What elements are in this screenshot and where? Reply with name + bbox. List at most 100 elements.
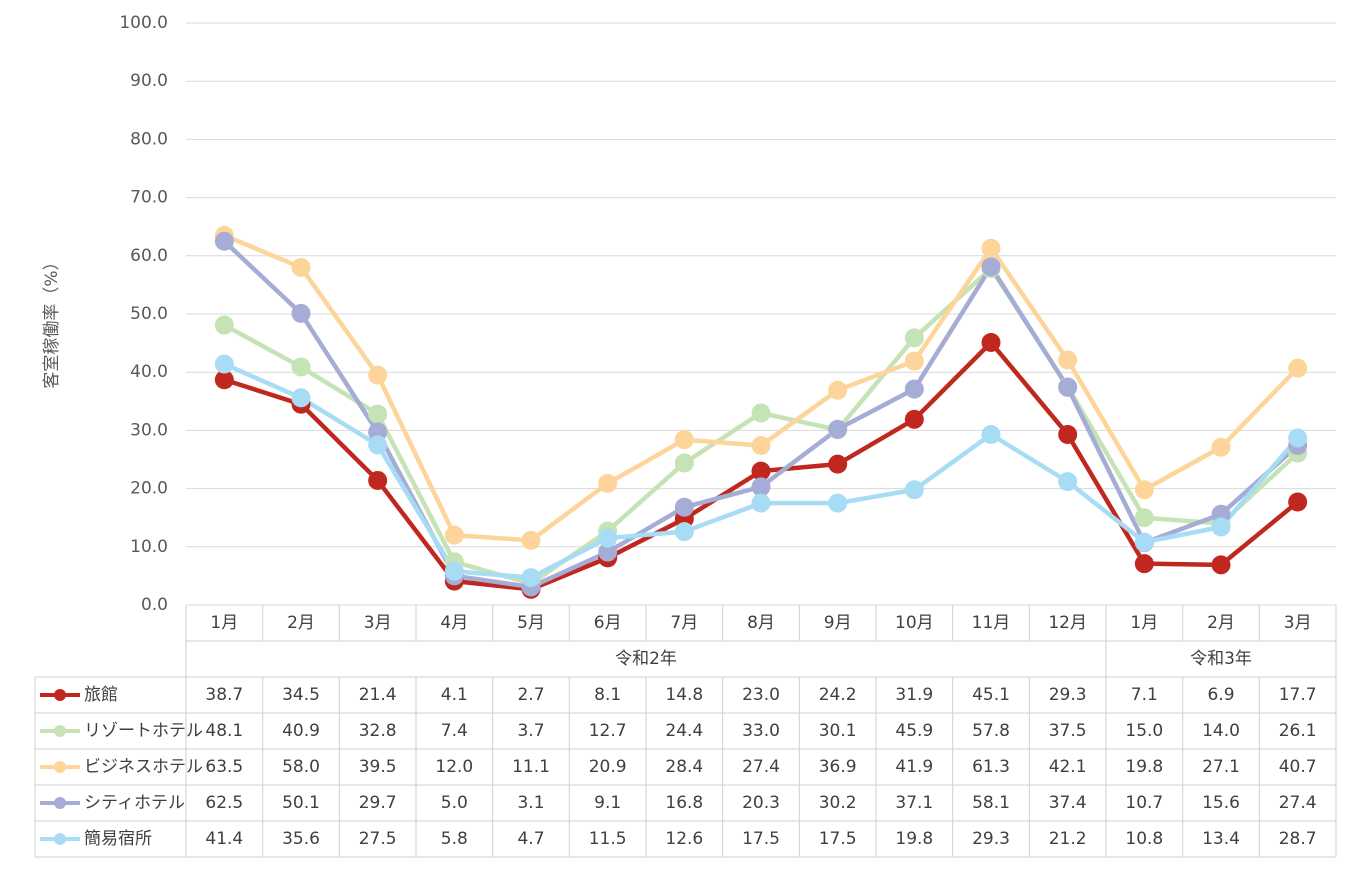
y-tick-label: 100.0 [119,13,168,33]
data-label: 35.6 [282,829,320,849]
data-label: 20.3 [742,793,780,813]
data-label: 12.0 [435,757,473,777]
data-label: 31.9 [895,685,933,705]
y-tick-label: 70.0 [130,188,168,208]
legend-marker [54,761,66,773]
category-label: 10月 [895,613,934,633]
data-label: 6.9 [1207,685,1234,705]
data-label: 32.8 [359,721,397,741]
category-label: 5月 [517,613,545,633]
data-label: 30.2 [819,793,857,813]
data-label: 10.8 [1125,829,1163,849]
y-axis: 0.0 10.0 20.0 30.0 40.0 50.0 60.0 70.0 80.0 90.0 1… [119,13,168,615]
series-point [1134,508,1154,528]
legend-marker [54,689,66,701]
data-label: 39.5 [359,757,397,777]
y-tick-label: 60.0 [130,246,168,266]
series-point [904,351,924,371]
data-label: 37.1 [895,793,933,813]
series-point [674,522,694,542]
series-point [1134,554,1154,574]
category-label: 2月 [287,613,315,633]
data-label: 17.5 [819,829,857,849]
y-tick-label: 80.0 [130,129,168,149]
series-point [368,435,388,455]
y-axis-label: 客室稼働率（%） [42,253,62,388]
series-point [291,388,311,408]
series-point [214,354,234,374]
data-label: 3.7 [517,721,544,741]
data-label: 8.1 [594,685,621,705]
group-label: 令和3年 [1190,649,1252,669]
data-label: 29.7 [359,793,397,813]
series-point [981,238,1001,258]
series-point [1058,472,1078,492]
series-point [981,424,1001,444]
data-label: 19.8 [1125,757,1163,777]
legend-label: シティホテル [84,793,185,813]
data-label: 40.7 [1279,757,1317,777]
data-label: 33.0 [742,721,780,741]
data-label: 27.1 [1202,757,1240,777]
data-label: 7.4 [441,721,468,741]
data-label: 17.7 [1279,685,1317,705]
data-label: 2.7 [517,685,544,705]
data-label: 29.3 [1049,685,1087,705]
data-label: 38.7 [205,685,243,705]
series-point [1288,358,1308,378]
series-point [828,380,848,400]
series-point [444,525,464,545]
series-point [904,328,924,348]
series-point [1288,492,1308,512]
series-point [981,257,1001,277]
series-point [751,403,771,423]
data-label: 45.9 [895,721,933,741]
data-label: 5.8 [441,829,468,849]
data-label: 10.7 [1125,793,1163,813]
y-tick-label: 50.0 [130,304,168,324]
series-point [1058,350,1078,370]
y-tick-label: 30.0 [130,420,168,440]
series-point [981,333,1001,353]
legend-marker [54,833,66,845]
data-label: 27.4 [1279,793,1317,813]
data-label: 37.4 [1049,793,1087,813]
category-label: 7月 [670,613,698,633]
category-label: 11月 [972,613,1011,633]
y-tick-label: 10.0 [130,537,168,557]
series-point [291,357,311,377]
legend-label: 旅館 [84,685,118,705]
y-tick-label: 0.0 [141,595,168,615]
series-point [904,379,924,399]
data-label: 20.9 [589,757,627,777]
series-point [674,453,694,473]
series-point [1211,517,1231,537]
data-label: 28.7 [1279,829,1317,849]
data-label: 48.1 [205,721,243,741]
category-label: 2月 [1207,613,1235,633]
data-label: 30.1 [819,721,857,741]
data-label: 62.5 [205,793,243,813]
series-point [1288,428,1308,448]
data-label: 14.0 [1202,721,1240,741]
data-label: 37.5 [1049,721,1087,741]
data-label: 40.9 [282,721,320,741]
data-label: 34.5 [282,685,320,705]
group-label: 令和2年 [615,649,677,669]
series-point [1058,377,1078,397]
data-label: 13.4 [1202,829,1240,849]
category-label: 1月 [210,613,238,633]
data-label: 11.5 [589,829,627,849]
series-point [521,530,541,550]
data-label: 41.4 [205,829,243,849]
category-label: 8月 [747,613,775,633]
series-point [674,497,694,517]
data-label: 17.5 [742,829,780,849]
data-label: 28.4 [665,757,703,777]
data-label: 19.8 [895,829,933,849]
series-point [1058,424,1078,444]
series-point [598,473,618,493]
series-point [751,477,771,497]
data-label: 61.3 [972,757,1010,777]
category-label: 3月 [1284,613,1312,633]
